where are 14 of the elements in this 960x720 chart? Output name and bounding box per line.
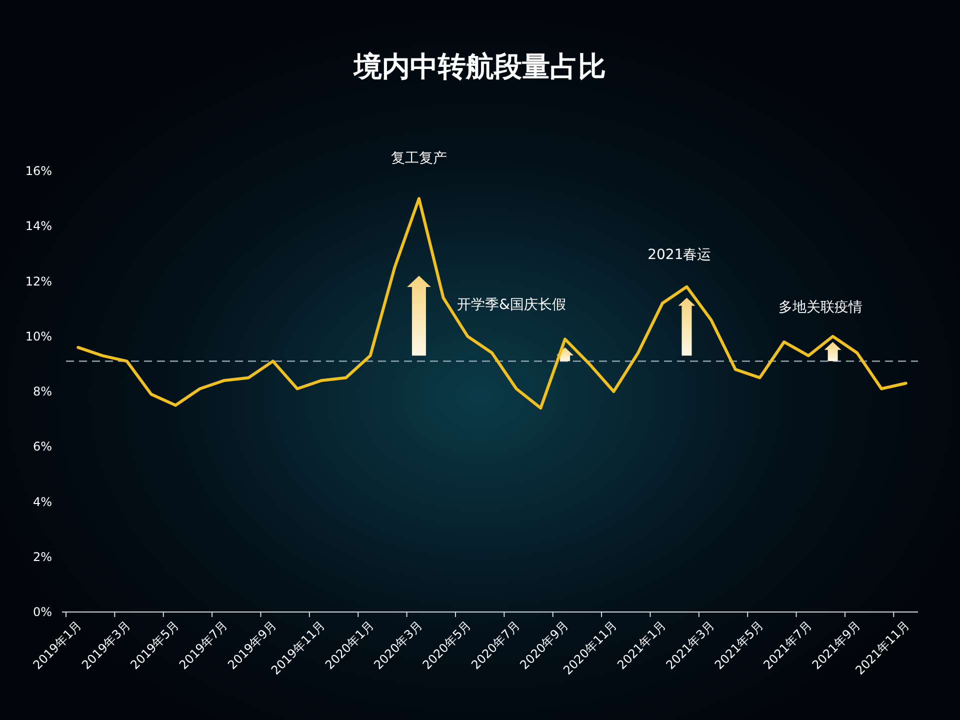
annotation: 开学季&国庆长假 [457, 296, 566, 313]
y-tick-label: 2% [32, 550, 52, 564]
y-tick-label: 6% [32, 440, 52, 454]
y-tick-label: 4% [32, 494, 52, 509]
chart-title: 境内中转航段量占比 [353, 50, 606, 83]
y-tick-label: 10% [25, 329, 52, 344]
annotation: 2021春运 [648, 247, 712, 264]
y-tick-label: 0% [32, 605, 52, 619]
text: 复工复产 [390, 150, 447, 167]
y-tick-label: 12% [25, 274, 52, 288]
y-tick-label: 8% [32, 384, 52, 398]
y-tick-label: 14% [25, 219, 52, 234]
annotation: 多地关联疫情 [778, 300, 863, 316]
y-tick-label: 16% [25, 164, 52, 178]
